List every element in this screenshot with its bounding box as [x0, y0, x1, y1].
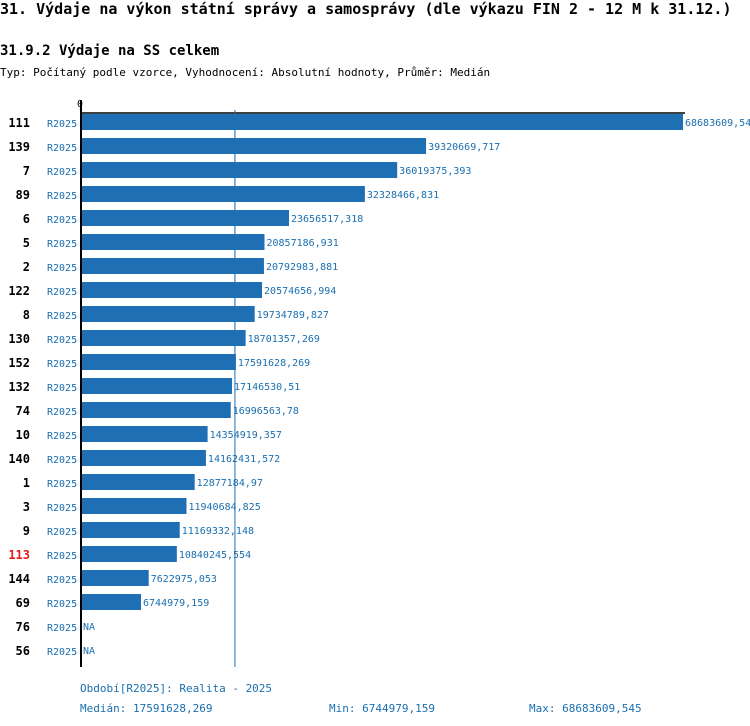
bar — [82, 474, 195, 490]
bar — [82, 114, 683, 130]
bar-value-label: 7622975,053 — [151, 574, 217, 585]
bar — [82, 450, 206, 466]
row-id-label: 7 — [23, 164, 30, 178]
bar-value-label: 11169332,148 — [182, 526, 254, 537]
row-id-label: 152 — [8, 356, 30, 370]
bar — [82, 306, 255, 322]
bar — [82, 522, 180, 538]
bar-value-label: 11940684,825 — [188, 502, 260, 513]
chart-subtitle: 31.9.2 Výdaje na SS celkem — [0, 43, 220, 59]
row-id-label: 76 — [16, 620, 30, 634]
bar — [82, 402, 231, 418]
bar-value-label: NA — [83, 622, 95, 633]
bar-value-label: 39320669,717 — [428, 142, 500, 153]
page-title: 31. Výdaje na výkon státní správy a samo… — [0, 0, 732, 18]
median-summary: Medián: 17591628,269 — [80, 702, 213, 715]
row-id-label: 113 — [8, 548, 30, 562]
row-period-label: R2025 — [47, 623, 77, 634]
max-summary: Max: 68683609,545 — [529, 702, 642, 715]
row-id-label: 10 — [16, 428, 30, 442]
row-id-label: 3 — [23, 500, 30, 514]
row-period-label: R2025 — [47, 263, 77, 274]
row-id-label: 130 — [8, 332, 30, 346]
bar — [82, 546, 177, 562]
row-period-label: R2025 — [47, 119, 77, 130]
row-period-label: R2025 — [47, 239, 77, 250]
row-id-label: 56 — [16, 644, 30, 658]
bar-value-label: 6744979,159 — [143, 598, 209, 609]
row-id-label: 132 — [8, 380, 30, 394]
bar — [82, 354, 236, 370]
row-id-label: 74 — [16, 404, 30, 418]
row-period-label: R2025 — [47, 407, 77, 418]
row-period-label: R2025 — [47, 647, 77, 658]
bar-value-label: 20792983,881 — [266, 262, 338, 273]
bar — [82, 186, 365, 202]
row-period-label: R2025 — [47, 455, 77, 466]
row-period-label: R2025 — [47, 311, 77, 322]
bar-value-label: 23656517,318 — [291, 214, 363, 225]
bar — [82, 330, 246, 346]
row-period-label: R2025 — [47, 551, 77, 562]
bar — [82, 282, 263, 298]
row-period-label: R2025 — [47, 599, 77, 610]
bar-chart: 0111R202568683609,545139R202539320669,71… — [8, 99, 750, 667]
row-period-label: R2025 — [47, 167, 77, 178]
row-id-label: 89 — [16, 188, 30, 202]
row-period-label: R2025 — [47, 575, 77, 586]
bar-value-label: 16996563,78 — [233, 406, 299, 417]
bar — [82, 210, 290, 226]
row-period-label: R2025 — [47, 215, 77, 226]
bar — [82, 258, 264, 274]
bar-value-label: 36019375,393 — [399, 166, 471, 177]
bar-value-label: 20857186,931 — [267, 238, 339, 249]
row-id-label: 111 — [8, 116, 30, 130]
period-legend: Období[R2025]: Realita - 2025 — [80, 682, 273, 695]
bar-value-label: 18701357,269 — [248, 334, 320, 345]
row-id-label: 1 — [23, 476, 30, 490]
bar-value-label: 14162431,572 — [208, 454, 280, 465]
bar-value-label: 32328466,831 — [367, 190, 439, 201]
bar — [82, 378, 233, 394]
bar — [82, 426, 208, 442]
bar-value-label: 20574656,994 — [264, 286, 336, 297]
row-period-label: R2025 — [47, 383, 77, 394]
row-id-label: 140 — [8, 452, 30, 466]
bar-value-label: 19734789,827 — [257, 310, 329, 321]
row-id-label: 144 — [8, 572, 30, 586]
bar-value-label: 12877184,97 — [197, 478, 263, 489]
row-id-label: 6 — [23, 212, 30, 226]
row-id-label: 122 — [8, 284, 30, 298]
row-period-label: R2025 — [47, 479, 77, 490]
bar-value-label: 10840245,554 — [179, 550, 251, 561]
row-period-label: R2025 — [47, 143, 77, 154]
bar — [82, 594, 142, 610]
bar-value-label: 68683609,545 — [685, 118, 750, 129]
row-period-label: R2025 — [47, 335, 77, 346]
row-id-label: 69 — [16, 596, 30, 610]
row-id-label: 139 — [8, 140, 30, 154]
chart-type-description: Typ: Počítaný podle vzorce, Vyhodnocení:… — [0, 66, 491, 79]
bar — [82, 498, 187, 514]
row-id-label: 8 — [23, 308, 30, 322]
row-id-label: 2 — [23, 260, 30, 274]
row-period-label: R2025 — [47, 359, 77, 370]
row-period-label: R2025 — [47, 527, 77, 538]
bar — [82, 162, 398, 178]
bar-value-label: NA — [83, 646, 95, 657]
bar-value-label: 14354919,357 — [210, 430, 282, 441]
row-id-label: 9 — [23, 524, 30, 538]
row-period-label: R2025 — [47, 431, 77, 442]
row-period-label: R2025 — [47, 503, 77, 514]
row-period-label: R2025 — [47, 287, 77, 298]
bar-value-label: 17591628,269 — [238, 358, 310, 369]
row-period-label: R2025 — [47, 191, 77, 202]
row-id-label: 5 — [23, 236, 30, 250]
bar — [82, 570, 149, 586]
bar-value-label: 17146530,51 — [234, 382, 300, 393]
bar — [82, 138, 427, 154]
min-summary: Min: 6744979,159 — [329, 702, 435, 715]
bar — [82, 234, 265, 250]
